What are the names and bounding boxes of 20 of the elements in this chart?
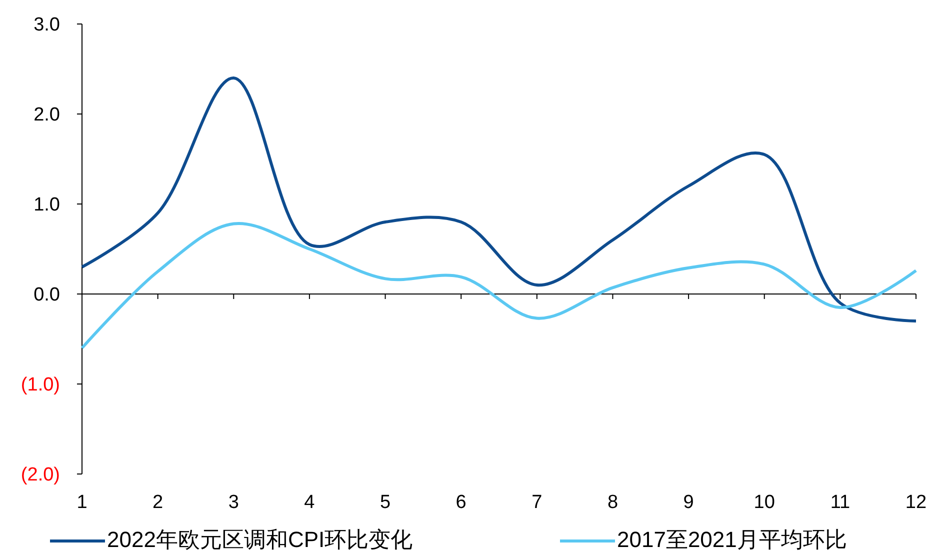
x-tick-label: 4	[304, 492, 316, 513]
y-tick-label: 3.0	[34, 14, 60, 36]
legend-label: 2017至2021月平均环比	[617, 527, 847, 552]
x-tick-label: 6	[456, 492, 466, 513]
x-tick-label: 3	[228, 492, 239, 513]
y-tick-label: 2.0	[34, 104, 60, 126]
y-tick-label: 0.0	[34, 284, 60, 306]
x-tick-label: 11	[830, 492, 850, 513]
x-tick-label: 8	[607, 492, 618, 513]
x-tick-label: 12	[905, 492, 927, 513]
x-tick-label: 10	[754, 492, 775, 513]
x-tick-label: 9	[683, 492, 694, 513]
legend-label: 2022年欧元区调和CPI环比变化	[107, 527, 413, 552]
y-tick-label: 1.0	[34, 194, 60, 216]
x-tick-label: 5	[380, 492, 391, 513]
y-tick-label: (2.0)	[20, 464, 60, 486]
x-tick-label: 7	[532, 492, 542, 513]
x-tick-label: 1	[76, 492, 88, 513]
y-tick-label: (1.0)	[20, 374, 60, 396]
x-tick-label: 2	[152, 492, 164, 513]
